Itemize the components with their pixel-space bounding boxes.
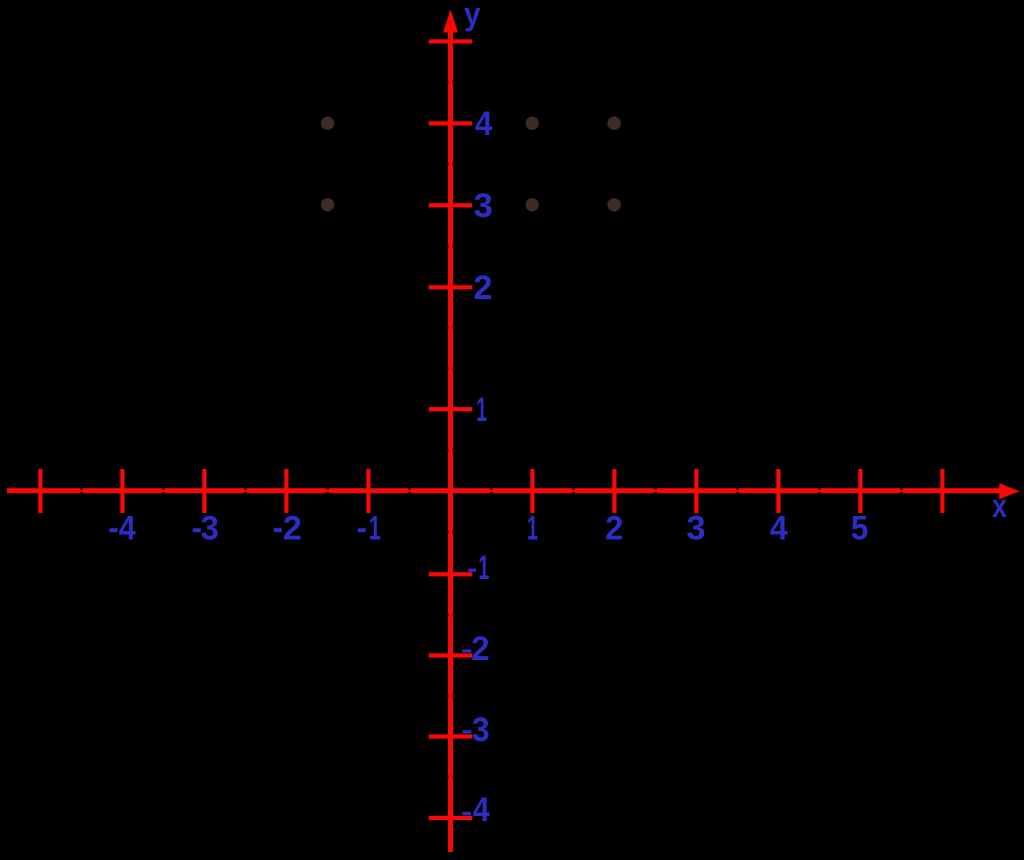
svg-text:4: 4	[475, 105, 493, 143]
svg-text:1: 1	[476, 391, 487, 429]
svg-text:4: 4	[770, 509, 788, 547]
svg-text:y: y	[464, 0, 481, 32]
svg-text:1: 1	[369, 509, 381, 547]
svg-text:x: x	[992, 488, 1007, 524]
svg-text:1: 1	[478, 549, 489, 587]
svg-text:3: 3	[472, 711, 490, 749]
svg-text:2: 2	[471, 630, 489, 668]
svg-text:2: 2	[473, 269, 492, 307]
svg-text:3: 3	[686, 509, 705, 547]
svg-text:3: 3	[201, 509, 219, 547]
svg-text:4: 4	[473, 791, 490, 829]
svg-text:4: 4	[119, 509, 136, 547]
svg-text:5: 5	[851, 509, 868, 547]
svg-text:3: 3	[474, 187, 493, 225]
svg-text:1: 1	[527, 509, 538, 547]
svg-text:2: 2	[605, 509, 623, 547]
svg-text:2: 2	[283, 509, 302, 547]
